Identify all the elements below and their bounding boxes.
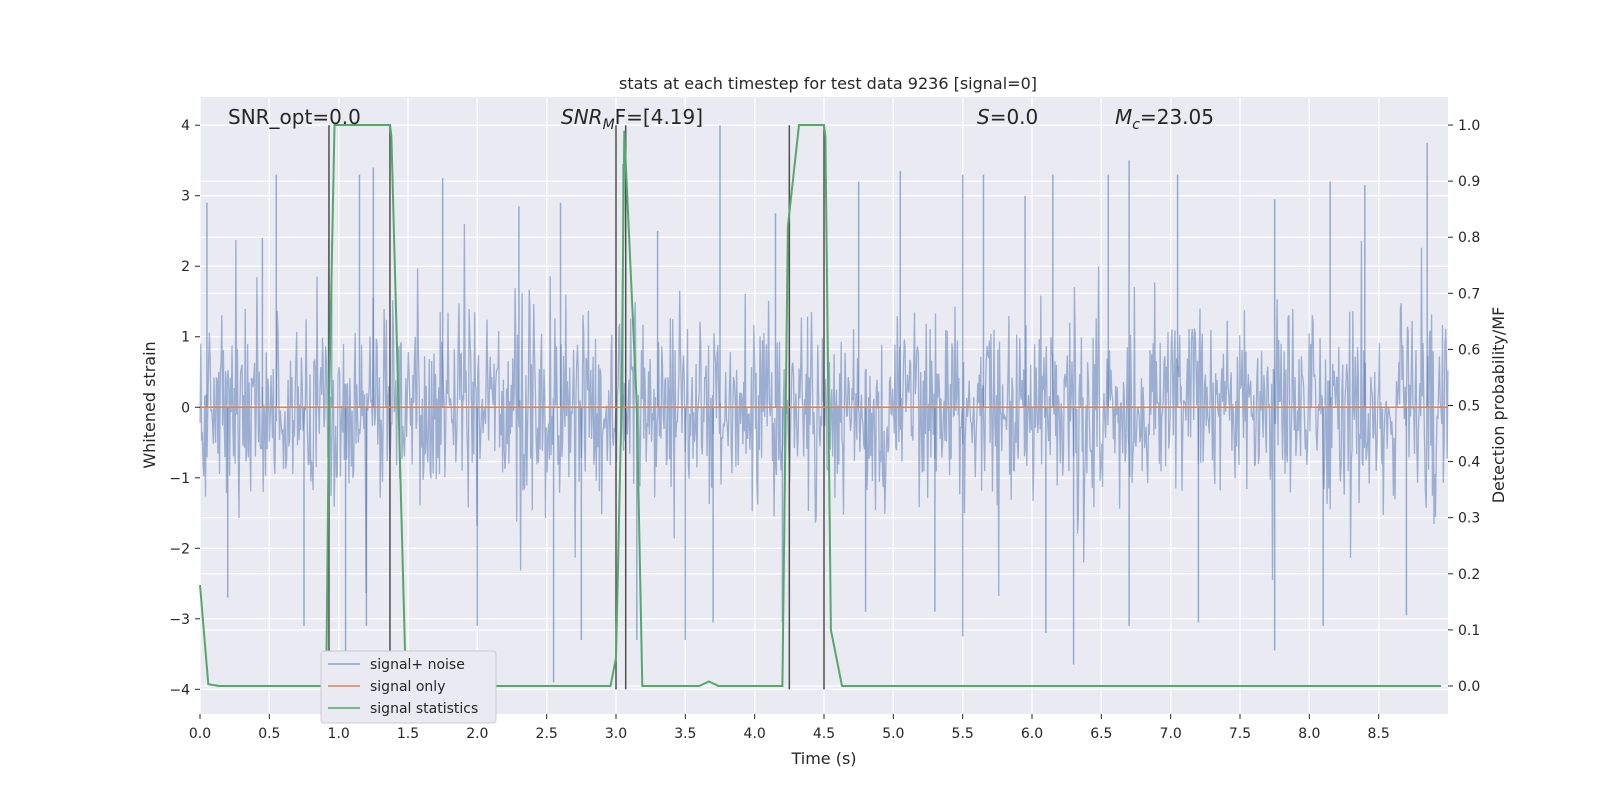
annotation-s: S=0.0 xyxy=(977,105,1038,129)
legend-box xyxy=(320,650,497,724)
y-right-tick-label-4: 0.4 xyxy=(1458,455,1480,471)
legend-label-signal-noise: signal+ noise xyxy=(370,657,465,673)
x-tick-label-17: 8.5 xyxy=(1368,726,1390,742)
y-right-tick-label-10: 1.0 xyxy=(1458,118,1480,134)
annotation-mc-rest: =23.05 xyxy=(1140,105,1214,129)
y-left-tick-label-2: −2 xyxy=(169,541,190,557)
annotation-snr-mf-rest: F=[4.19] xyxy=(615,105,703,129)
y-left-tick-label-3: −1 xyxy=(169,471,190,487)
x-tick-label-13: 6.5 xyxy=(1090,726,1112,742)
x-tick-label-8: 4.0 xyxy=(744,726,766,742)
x-tick-label-10: 5.0 xyxy=(882,726,904,742)
legend-label-signal-only: signal only xyxy=(370,679,445,695)
y-left-tick-label-0: −4 xyxy=(169,682,190,698)
x-tick-label-3: 1.5 xyxy=(397,726,419,742)
x-tick-label-5: 2.5 xyxy=(536,726,558,742)
y-right-axis-label: Detection probability/MF xyxy=(1489,307,1508,504)
x-tick-label-12: 6.0 xyxy=(1021,726,1043,742)
y-right-tick-label-2: 0.2 xyxy=(1458,567,1480,583)
y-right-tick-label-8: 0.8 xyxy=(1458,230,1480,246)
annotation-snr-mf: SNRMF=[4.19] xyxy=(561,105,703,133)
x-tick-label-9: 4.5 xyxy=(813,726,835,742)
x-tick-label-6: 3.0 xyxy=(605,726,627,742)
y-left-tick-label-1: −3 xyxy=(169,612,190,628)
y-right-tick-label-5: 0.5 xyxy=(1458,399,1480,415)
signal-statistics-line xyxy=(199,124,1442,687)
y-right-tick-label-7: 0.7 xyxy=(1458,286,1480,302)
y-right-tick-label-0: 0.0 xyxy=(1458,679,1480,695)
y-right-tick-label-1: 0.1 xyxy=(1458,623,1480,639)
x-tick-label-1: 0.5 xyxy=(258,726,280,742)
annotation-mc: Mc=23.05 xyxy=(1115,105,1214,133)
x-axis-ticks: 0.0 0.5 1.0 1.5 2.0 2.5 3.0 3.5 4.0 4.5 5.0 5.5 6.0 6… xyxy=(189,714,1390,742)
chart-title: stats at each timestep for test data 923… xyxy=(619,74,1037,93)
y-left-tick-label-6: 2 xyxy=(181,259,190,275)
x-tick-label-2: 1.0 xyxy=(328,726,350,742)
y-left-tick-label-5: 1 xyxy=(181,330,190,346)
annotation-mc-sub: c xyxy=(1132,117,1140,133)
annotation-snr-mf-sub: M xyxy=(603,117,615,133)
y-left-tick-label-4: 0 xyxy=(181,400,190,416)
y-right-tick-label-6: 0.6 xyxy=(1458,342,1480,358)
x-tick-label-11: 5.5 xyxy=(952,726,974,742)
signal-noise-series xyxy=(199,125,1449,683)
y-right-tick-label-9: 0.9 xyxy=(1458,174,1480,190)
annotation-snr-opt: SNR_opt=0.0 xyxy=(228,105,361,129)
annotation-snr-mf-base: SNR xyxy=(561,105,603,129)
x-tick-label-0: 0.0 xyxy=(189,726,211,742)
y-right-tick-label-3: 0.3 xyxy=(1458,511,1480,527)
y-left-axis-label: Whitened strain xyxy=(140,341,159,468)
y-left-tick-label-8: 4 xyxy=(181,118,190,134)
signal-statistics-series xyxy=(199,124,1442,687)
x-tick-label-16: 8.0 xyxy=(1298,726,1320,742)
annotation-s-rest: =0.0 xyxy=(990,105,1039,129)
legend: signal+ noise signal only signal statist… xyxy=(320,650,497,724)
y-left-tick-label-7: 3 xyxy=(181,189,190,205)
y-left-axis-ticks: −4 −3 −2 −1 0 1 2 3 4 xyxy=(169,118,200,698)
y-right-axis-ticks: 0.0 0.1 0.2 0.3 0.4 0.5 0.6 0.7 0.8 0.9 1.0 xyxy=(1448,118,1480,695)
x-tick-label-7: 3.5 xyxy=(674,726,696,742)
x-tick-label-14: 7.0 xyxy=(1160,726,1182,742)
x-tick-label-4: 2.0 xyxy=(466,726,488,742)
annotation-s-base: S xyxy=(977,105,990,129)
x-axis-label: Time (s) xyxy=(790,749,856,768)
annotation-mc-base: M xyxy=(1115,105,1132,129)
legend-label-signal-statistics: signal statistics xyxy=(370,701,478,717)
x-tick-label-15: 7.5 xyxy=(1229,726,1251,742)
